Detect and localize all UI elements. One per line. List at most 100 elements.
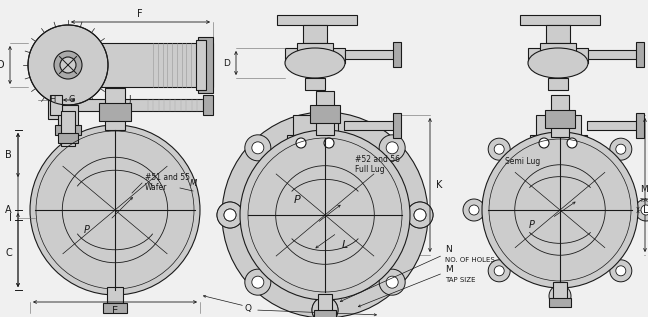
Circle shape — [469, 205, 479, 215]
Circle shape — [482, 132, 638, 288]
Bar — [107, 287, 123, 309]
Bar — [58, 105, 78, 135]
Bar — [56, 99, 211, 111]
Bar — [105, 88, 125, 130]
Text: L: L — [643, 205, 648, 215]
Circle shape — [463, 199, 485, 221]
Bar — [277, 15, 357, 25]
Circle shape — [379, 135, 405, 161]
Text: Full Lug: Full Lug — [355, 165, 385, 174]
Bar — [99, 103, 131, 121]
Bar — [549, 298, 571, 307]
Circle shape — [319, 114, 331, 126]
Text: Q: Q — [244, 303, 251, 313]
Text: Semi Lug: Semi Lug — [505, 158, 540, 166]
Text: A: A — [5, 205, 12, 215]
Bar — [545, 110, 575, 128]
Bar — [314, 310, 336, 317]
Bar — [548, 78, 568, 90]
Text: D: D — [223, 59, 230, 68]
Circle shape — [549, 113, 571, 135]
Text: K: K — [436, 180, 443, 190]
Bar — [50, 95, 62, 115]
Bar — [528, 48, 588, 63]
Circle shape — [641, 205, 648, 215]
Text: H: H — [49, 95, 55, 105]
Bar — [393, 42, 401, 67]
Text: P: P — [529, 220, 535, 230]
Text: P: P — [294, 195, 301, 205]
Circle shape — [610, 260, 632, 282]
Bar — [103, 303, 127, 313]
Circle shape — [549, 285, 571, 307]
Circle shape — [319, 304, 331, 316]
Circle shape — [312, 107, 338, 133]
Bar — [548, 151, 568, 201]
Text: G: G — [69, 95, 75, 105]
Circle shape — [407, 202, 433, 228]
Circle shape — [386, 276, 398, 288]
Circle shape — [379, 269, 405, 295]
Bar — [48, 91, 64, 119]
Circle shape — [296, 138, 306, 148]
Bar — [203, 95, 213, 115]
Bar — [285, 48, 345, 63]
Text: B: B — [5, 150, 12, 160]
Circle shape — [245, 135, 271, 161]
Text: M: M — [640, 185, 648, 195]
Bar — [588, 50, 640, 59]
Bar — [540, 43, 576, 55]
Text: I: I — [9, 213, 12, 223]
Circle shape — [488, 138, 510, 160]
Circle shape — [224, 209, 236, 221]
Bar — [305, 78, 325, 90]
Bar — [345, 50, 397, 59]
Bar — [196, 40, 206, 90]
Text: #51 and 55: #51 and 55 — [145, 173, 190, 183]
Text: C: C — [5, 248, 12, 257]
Bar — [546, 25, 570, 43]
Text: NO. OF HOLES: NO. OF HOLES — [445, 257, 495, 263]
Bar — [393, 113, 401, 138]
Text: L: L — [342, 240, 348, 250]
Bar — [293, 115, 338, 135]
Text: F: F — [137, 9, 143, 19]
Circle shape — [610, 138, 632, 160]
Bar — [303, 25, 327, 43]
Circle shape — [217, 202, 243, 228]
Bar — [198, 37, 213, 93]
Circle shape — [567, 138, 577, 148]
Text: E: E — [112, 306, 118, 316]
Circle shape — [222, 112, 428, 317]
Circle shape — [494, 266, 504, 276]
Bar — [305, 151, 325, 201]
Circle shape — [30, 125, 200, 295]
Text: J: J — [129, 95, 132, 105]
Bar — [68, 43, 213, 87]
Circle shape — [386, 142, 398, 154]
Circle shape — [488, 260, 510, 282]
Circle shape — [539, 138, 549, 148]
Bar — [520, 15, 600, 25]
Circle shape — [312, 297, 338, 317]
Circle shape — [60, 57, 76, 73]
Circle shape — [616, 266, 626, 276]
Bar — [58, 133, 78, 143]
Text: TAP SIZE: TAP SIZE — [445, 277, 476, 283]
Circle shape — [555, 119, 565, 129]
Text: TAP SIZE: TAP SIZE — [640, 197, 648, 203]
Circle shape — [324, 138, 334, 148]
Bar — [297, 43, 333, 55]
Bar — [310, 105, 340, 123]
Circle shape — [494, 144, 504, 154]
Text: #52 and 56: #52 and 56 — [355, 156, 400, 165]
Bar — [530, 135, 587, 151]
Text: M: M — [445, 266, 453, 275]
Circle shape — [319, 114, 331, 126]
Bar — [61, 111, 75, 146]
Circle shape — [240, 130, 410, 300]
Circle shape — [555, 291, 565, 301]
Bar — [318, 294, 332, 312]
Circle shape — [319, 304, 331, 316]
Bar — [587, 121, 639, 130]
